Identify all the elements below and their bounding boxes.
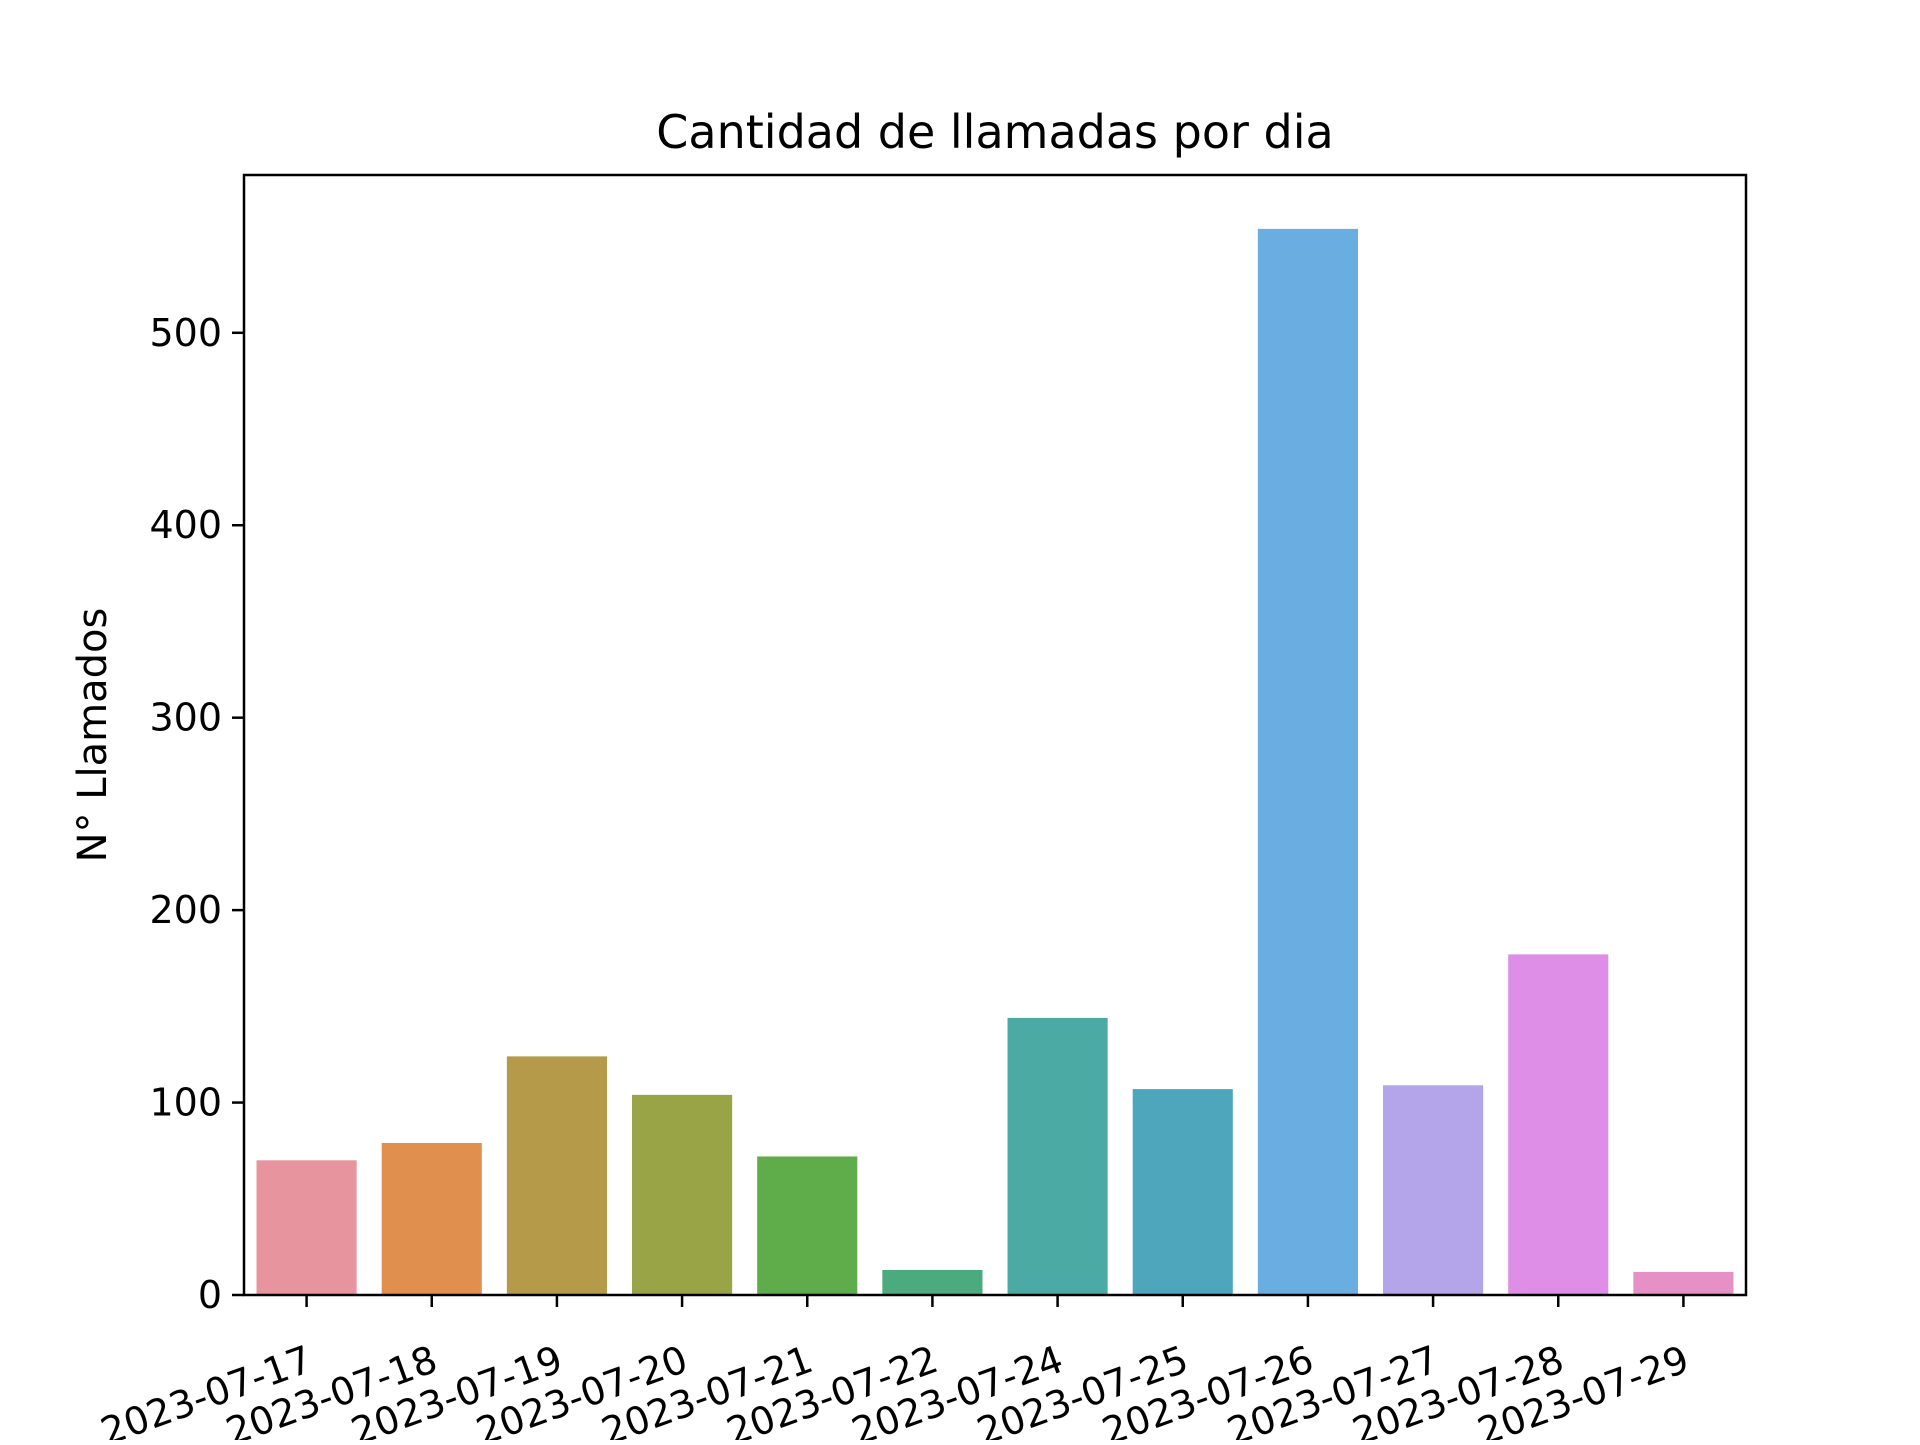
bars-layer <box>256 228 1734 1295</box>
bar-2023-07-17 <box>256 1160 357 1295</box>
bar-2023-07-20 <box>632 1094 733 1295</box>
chart-title: Cantidad de llamadas por dia <box>656 105 1333 159</box>
y-tick-label: 200 <box>149 888 222 932</box>
y-tick-label: 100 <box>149 1081 222 1125</box>
y-tick-label: 500 <box>149 311 222 355</box>
bar-2023-07-22 <box>882 1269 983 1295</box>
bar-2023-07-18 <box>381 1142 482 1295</box>
bar-2023-07-19 <box>506 1056 607 1295</box>
y-tick-label: 400 <box>149 503 222 547</box>
bar-2023-07-27 <box>1383 1085 1484 1295</box>
plot-frame <box>242 173 1748 1297</box>
bar-2023-07-25 <box>1132 1089 1233 1295</box>
bar-2023-07-29 <box>1633 1271 1734 1295</box>
bar-2023-07-28 <box>1508 954 1609 1295</box>
bar-2023-07-24 <box>1007 1017 1108 1295</box>
y-tick-label: 300 <box>149 696 222 740</box>
y-axis-label: N° Llamados <box>70 608 116 863</box>
y-axis: 0 100 200 300 400 500 <box>149 311 244 1317</box>
y-tick-label: 0 <box>198 1273 222 1317</box>
bar-2023-07-26 <box>1257 228 1358 1295</box>
bar-2023-07-21 <box>757 1156 858 1295</box>
x-axis: 2023-07-172023-07-182023-07-192023-07-20… <box>95 1295 1694 1445</box>
